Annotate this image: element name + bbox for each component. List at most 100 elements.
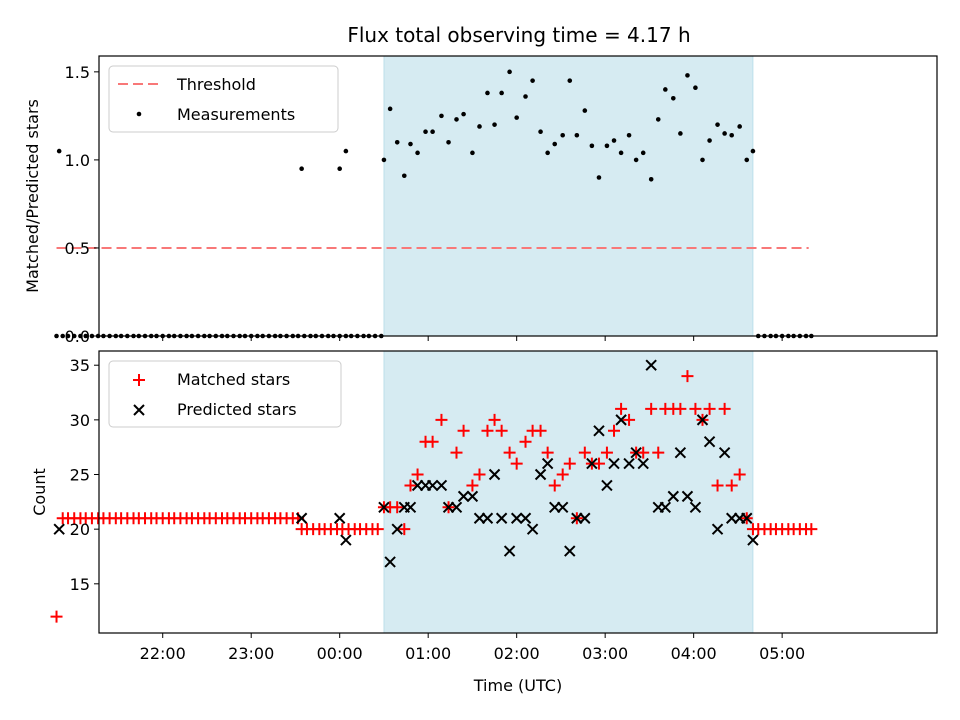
x-tick-label: 22:00 <box>140 644 186 663</box>
matched-star-point <box>481 424 494 437</box>
bottom-panel: 15 20 25 30 35 22:00 23:00 00:00 01:00 02:00 03:0… <box>30 350 938 695</box>
top-legend-box <box>108 65 339 133</box>
measurement-point <box>394 139 400 145</box>
predicted-star-point <box>378 501 390 514</box>
observing-window-top <box>383 55 754 337</box>
measurement-point <box>507 69 512 75</box>
measurement-point <box>60 333 66 339</box>
measurement-point <box>611 138 617 143</box>
measurement-point <box>461 111 466 117</box>
count-series <box>50 359 818 623</box>
measurement-point <box>582 108 588 113</box>
predicted-star-point <box>637 457 649 470</box>
measurement-point <box>567 78 573 83</box>
predicted-star-point <box>391 523 403 535</box>
measurement-point <box>415 150 420 156</box>
predicted-star-point <box>681 490 694 503</box>
x-tick-label: 03:00 <box>582 644 628 663</box>
predicted-star-point <box>340 534 352 546</box>
measurement-point <box>492 122 497 127</box>
measurement-point <box>648 176 654 182</box>
predicted-star-point <box>295 512 308 524</box>
measurements-legend-marker <box>136 111 142 117</box>
predicted-star-point <box>718 446 731 459</box>
matched-star-point <box>450 446 463 459</box>
predicted-star-point <box>747 534 759 546</box>
measurement-point <box>514 115 519 120</box>
predicted-star-point <box>623 457 635 470</box>
matched-star-point <box>391 501 404 514</box>
measurement-point <box>700 157 705 163</box>
measurement-point <box>89 333 95 339</box>
predicted-star-point <box>667 490 680 503</box>
measurement-point <box>744 157 750 163</box>
measurement-point <box>446 139 451 145</box>
measurement-point <box>454 117 459 122</box>
matched-star-point <box>426 435 439 448</box>
x-axis: 22:00 23:00 00:00 01:00 02:00 03:00 04:00 05:00 <box>140 633 805 663</box>
measurement-point <box>685 73 690 78</box>
matched-star-point <box>411 468 424 481</box>
matched-star-point <box>563 457 576 470</box>
matched-star-point <box>718 402 731 415</box>
measurement-point <box>574 132 580 138</box>
measurement-point <box>523 94 528 99</box>
measurement-point <box>596 175 602 180</box>
y-tick-label: 0.5 <box>65 239 90 258</box>
predicted-star-point <box>556 501 569 514</box>
measurement-point <box>387 106 393 112</box>
matched-star-point <box>435 413 448 426</box>
measurement-point <box>530 78 535 83</box>
top-axes-frame <box>98 55 938 337</box>
measurement-point <box>381 157 387 163</box>
predicted-star-point <box>526 523 539 535</box>
top-x-ticks <box>162 336 783 341</box>
measurement-point <box>560 132 565 138</box>
top-y-axis: 0.0 0.5 1.0 1.5 <box>65 63 99 346</box>
predicted-star-point <box>564 545 576 557</box>
matched-star-point <box>615 402 628 415</box>
top-y-axis-label: Matched/Predicted stars <box>23 99 42 293</box>
matched-star-point <box>503 446 516 459</box>
matched-star-point <box>733 468 746 481</box>
observing-window-bottom <box>383 350 754 634</box>
measurement-point <box>439 113 444 119</box>
matched-star-point <box>703 402 716 415</box>
matched-star-point <box>600 446 613 459</box>
predicted-star-point <box>703 436 716 448</box>
x-axis-label: Time (UTC) <box>473 676 562 695</box>
predicted-star-point <box>488 468 501 481</box>
bottom-y-axis-label: Count <box>30 468 49 516</box>
matched-star-point <box>371 523 384 536</box>
predicted-star-point <box>495 512 508 524</box>
measurement-point <box>707 138 712 143</box>
predicted-star-point <box>426 479 439 492</box>
measurement-point <box>715 122 720 127</box>
predicted-star-point <box>466 490 479 503</box>
predicted-star-point <box>741 512 753 524</box>
measurement-point <box>618 150 624 156</box>
predicted-star-point <box>53 523 65 535</box>
predicted-star-point <box>450 501 463 514</box>
y-tick-label: 1.0 <box>65 151 90 170</box>
measurement-point <box>626 132 632 138</box>
matched-star-point <box>457 424 470 437</box>
predicted-star-point <box>645 359 657 371</box>
measurement-point <box>737 124 742 129</box>
measurement-point <box>343 148 349 154</box>
predicted-star-point <box>630 446 642 459</box>
bottom-y-axis: 15 20 25 30 35 <box>70 356 99 594</box>
matched-star-point <box>623 413 636 426</box>
measurement-point <box>633 157 639 163</box>
predicted-star-point <box>608 457 620 470</box>
measurement-point <box>545 150 550 156</box>
y-tick-label: 35 <box>70 356 90 375</box>
predicted-star-point <box>481 512 494 524</box>
y-tick-label: 1.5 <box>65 63 90 82</box>
measurement-point <box>78 333 83 339</box>
measurement-point <box>499 90 504 96</box>
measurement-point <box>538 129 543 135</box>
matched-star-point <box>681 370 694 383</box>
chart-title: Flux total observing time = 4.17 h <box>347 23 690 47</box>
